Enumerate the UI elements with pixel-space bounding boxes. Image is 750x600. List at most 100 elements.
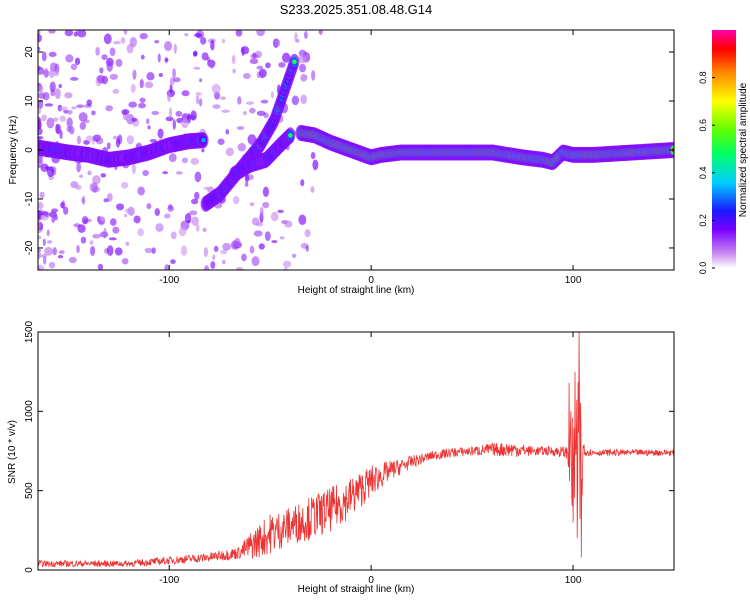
heatmap-cell — [76, 161, 82, 173]
heatmap-cell — [144, 81, 154, 89]
heatmap-cell — [277, 209, 284, 214]
heatmap-cell — [139, 97, 146, 103]
heatmap-cell — [77, 224, 86, 233]
heatmap-cell — [310, 152, 316, 160]
heatmap-cell — [44, 103, 54, 107]
heatmap-cell — [168, 204, 173, 210]
heatmap-cell — [181, 157, 188, 164]
heatmap-cell — [63, 206, 69, 215]
heatmap-cell — [48, 261, 56, 269]
heatmap-cell — [253, 230, 263, 237]
heatmap-cell — [168, 107, 173, 118]
y-tick-label: 1000 — [24, 400, 35, 423]
heatmap-cell — [191, 216, 199, 226]
heatmap-cell — [251, 217, 260, 226]
heatmap-cell — [232, 195, 240, 205]
heatmap-cell — [64, 30, 74, 37]
heatmap-cell — [123, 213, 128, 218]
heatmap-cell — [201, 148, 205, 153]
heatmap-cell — [260, 71, 265, 79]
snr-ylabel: SNR (10 * v/v) — [7, 420, 18, 484]
heatmap-cell — [164, 41, 173, 52]
heatmap-cell — [193, 66, 201, 70]
heatmap-cell — [291, 253, 297, 258]
heatmap-cell — [241, 253, 247, 262]
heatmap-cell — [115, 58, 123, 67]
heatmap-cell — [51, 217, 56, 223]
heatmap-cell — [212, 254, 216, 261]
colorbar-tick-label: 0.0 — [698, 262, 708, 275]
heatmap-cell — [101, 54, 108, 61]
heatmap-cell — [264, 231, 271, 242]
heatmap-cell — [304, 31, 308, 39]
heatmap-cell — [38, 235, 42, 240]
heatmap-cell — [125, 208, 133, 214]
heatmap-cell — [172, 68, 176, 79]
heatmap-cell — [245, 101, 255, 105]
heatmap-cell — [59, 115, 66, 123]
heatmap-cell — [149, 138, 157, 143]
heatmap-cell — [74, 57, 81, 66]
heatmap-cell — [312, 159, 319, 171]
heatmap-cell — [288, 133, 293, 138]
heatmap-cell — [237, 143, 246, 152]
heatmap-cell — [251, 256, 260, 267]
heatmap-cell — [116, 203, 125, 211]
heatmap-cell — [52, 247, 57, 256]
x-tick-label: 0 — [368, 575, 374, 586]
heatmap-cell — [54, 214, 58, 221]
heatmap-cell — [201, 52, 209, 61]
heatmap-cell — [69, 77, 79, 81]
heatmap-cell — [126, 113, 135, 125]
heatmap-cell — [200, 36, 207, 45]
heatmap-cell — [242, 111, 248, 116]
heatmap-cell — [96, 134, 102, 141]
heatmap-cell — [217, 138, 225, 145]
heatmap-cell — [221, 259, 226, 265]
heatmap-cell — [128, 101, 138, 108]
figure-title: S233.2025.351.08.48.G14 — [280, 2, 433, 17]
x-tick-label: -100 — [159, 275, 179, 286]
colorbar-tick-label: 0.2 — [698, 214, 708, 227]
heatmap-cell — [203, 186, 212, 190]
heatmap-cell — [304, 229, 311, 238]
heatmap-cell — [184, 33, 189, 37]
y-tick-label: 0 — [24, 567, 35, 573]
heatmap-cell — [281, 52, 291, 63]
heatmap-cell — [130, 83, 136, 93]
heatmap-cell — [181, 118, 189, 129]
heatmap-cell — [91, 110, 96, 116]
heatmap-cell — [291, 95, 300, 106]
y-tick-label: 1500 — [24, 320, 35, 343]
heatmap-cell — [138, 102, 147, 109]
heatmap-cell — [300, 179, 305, 187]
heatmap-cell — [131, 117, 138, 122]
heatmap-cell — [140, 54, 145, 60]
heatmap-cell — [278, 62, 286, 68]
heatmap-cell — [38, 66, 45, 75]
heatmap-cell — [123, 30, 128, 35]
heatmap-cell — [142, 169, 149, 177]
heatmap-cell — [262, 186, 270, 198]
x-tick-label: 0 — [368, 275, 374, 286]
heatmap-cell — [222, 242, 231, 251]
heatmap-cell — [46, 240, 53, 244]
heatmap-cell — [106, 61, 113, 72]
heatmap-cell — [213, 245, 219, 253]
y-tick-label: 10 — [24, 95, 35, 107]
heatmap-cell — [97, 216, 106, 226]
heatmap-cell — [209, 62, 215, 69]
heatmap-cell — [279, 236, 285, 240]
heatmap-cell — [235, 30, 243, 37]
colorbar-tick-label: 0.4 — [698, 167, 708, 180]
heatmap-cell — [100, 173, 107, 178]
heatmap-cell — [39, 191, 45, 199]
x-tick-label: 100 — [565, 275, 582, 286]
heatmap-cell — [198, 98, 203, 107]
heatmap-cell — [270, 211, 279, 222]
heatmap-cell — [38, 165, 43, 169]
heatmap-cell — [180, 245, 188, 256]
